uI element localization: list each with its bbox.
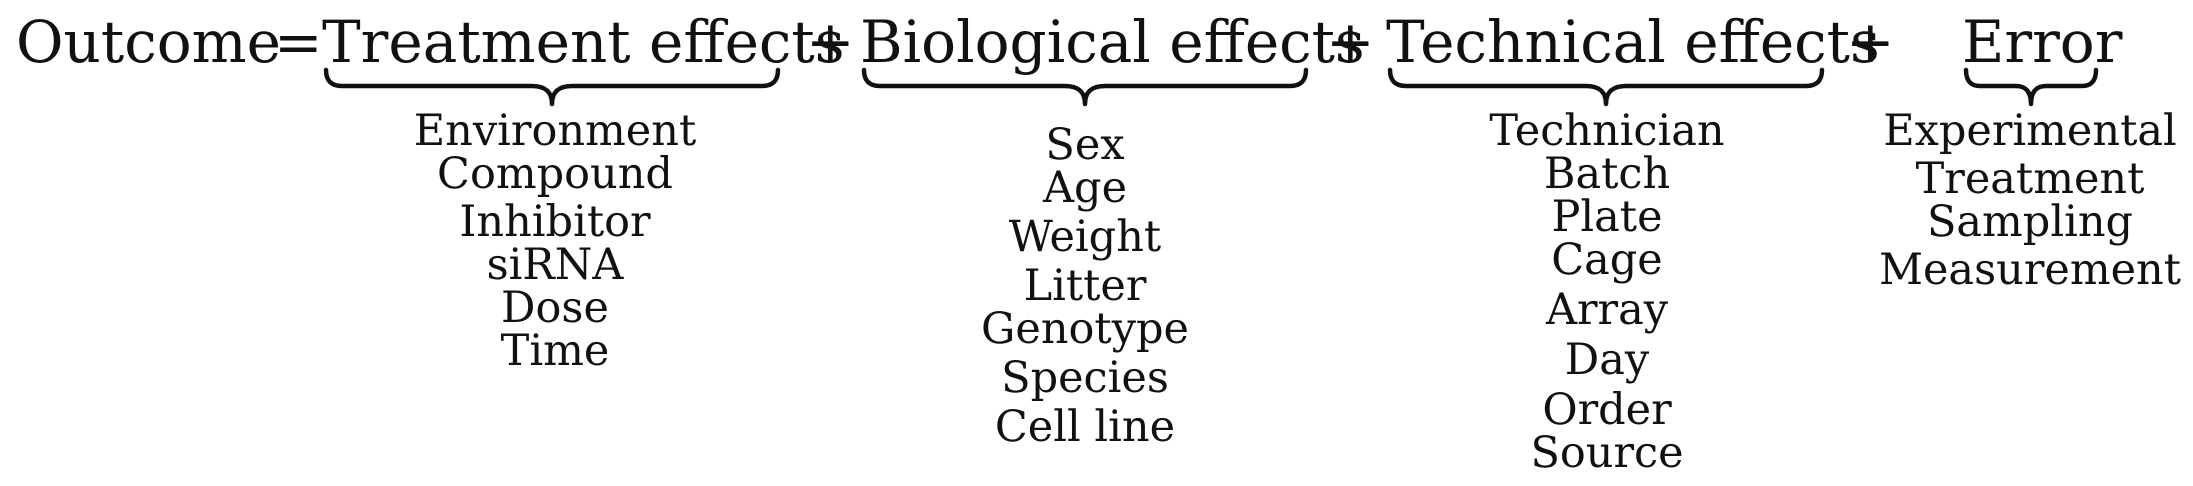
list-item: Genotype [981, 304, 1189, 354]
plus-sign-2: + [1326, 8, 1375, 76]
list-item: Litter [1023, 261, 1147, 311]
error-sources-list: Experimental Treatment Sampling Measurem… [1860, 110, 2193, 292]
technical-underbrace [1387, 67, 1825, 107]
list-item: Dose [501, 283, 609, 333]
plus-sign-3: + [1846, 8, 1895, 76]
list-item: Sex [1045, 120, 1125, 170]
list-item: Inhibitor [459, 197, 651, 247]
technical-effects-list: Technician Batch Plate Cage Array Day Or… [1457, 110, 1757, 475]
list-item: Measurement [1878, 245, 2182, 295]
error-underbrace [1963, 67, 2099, 107]
list-item: Day [1564, 335, 1650, 385]
list-item: Order [1542, 385, 1672, 435]
plus-sign-1: + [806, 8, 855, 76]
biological-underbrace [861, 67, 1309, 107]
term-error-label: Error [1962, 8, 2123, 76]
list-item: Time [500, 326, 610, 376]
term-biological-label: Biological effects [860, 8, 1365, 76]
list-item: Species [1001, 353, 1169, 403]
term-technical-label: Technical effects [1386, 8, 1880, 76]
list-item: Age [1042, 163, 1128, 213]
list-item: Compound [437, 149, 673, 199]
list-item: Weight [1008, 212, 1162, 262]
list-item: siRNA [486, 240, 624, 290]
list-item: Plate [1551, 192, 1663, 242]
list-item: Experimental [1883, 106, 2177, 156]
list-item: Batch [1543, 149, 1671, 199]
outcome-label: Outcome [16, 8, 281, 76]
list-item: Technician [1489, 106, 1725, 156]
equals-sign: = [274, 8, 323, 76]
list-item: Cell line [994, 402, 1176, 452]
list-item: Environment [413, 106, 697, 156]
list-item: Source [1530, 428, 1684, 478]
treatment-effects-list: Environment Compound Inhibitor siRNA Dos… [405, 110, 705, 373]
list-item: Array [1545, 285, 1669, 335]
biological-effects-list: Sex Age Weight Litter Genotype Species C… [935, 124, 1235, 449]
term-treatment-label: Treatment effects [322, 8, 845, 76]
treatment-underbrace [323, 67, 781, 107]
list-item: Cage [1551, 235, 1663, 285]
list-item: Treatment [1915, 154, 2145, 204]
list-item: Sampling [1926, 197, 2134, 247]
